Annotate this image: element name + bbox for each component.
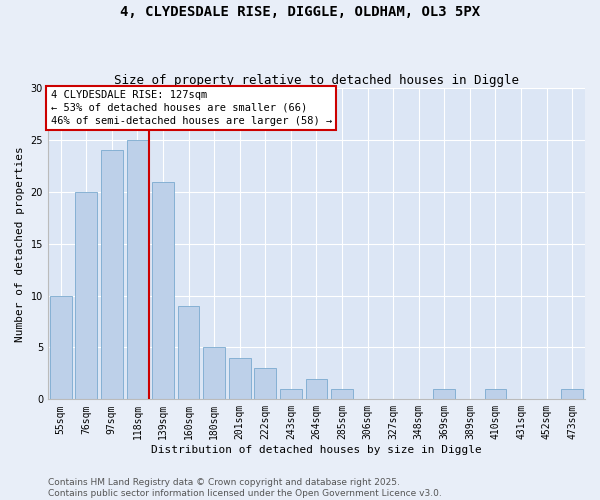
Bar: [229, 358, 251, 400]
Bar: [178, 306, 199, 400]
Title: Size of property relative to detached houses in Diggle: Size of property relative to detached ho…: [114, 74, 519, 87]
Bar: [254, 368, 276, 400]
Bar: [331, 389, 353, 400]
Y-axis label: Number of detached properties: Number of detached properties: [15, 146, 25, 342]
Bar: [127, 140, 148, 400]
Bar: [101, 150, 123, 400]
Bar: [433, 389, 455, 400]
Bar: [305, 378, 328, 400]
Bar: [203, 348, 225, 400]
Bar: [76, 192, 97, 400]
Bar: [485, 389, 506, 400]
Text: Contains HM Land Registry data © Crown copyright and database right 2025.
Contai: Contains HM Land Registry data © Crown c…: [48, 478, 442, 498]
Bar: [152, 182, 174, 400]
Bar: [280, 389, 302, 400]
Bar: [562, 389, 583, 400]
Text: 4, CLYDESDALE RISE, DIGGLE, OLDHAM, OL3 5PX: 4, CLYDESDALE RISE, DIGGLE, OLDHAM, OL3 …: [120, 5, 480, 19]
Text: 4 CLYDESDALE RISE: 127sqm
← 53% of detached houses are smaller (66)
46% of semi-: 4 CLYDESDALE RISE: 127sqm ← 53% of detac…: [50, 90, 332, 126]
X-axis label: Distribution of detached houses by size in Diggle: Distribution of detached houses by size …: [151, 445, 482, 455]
Bar: [50, 296, 71, 400]
